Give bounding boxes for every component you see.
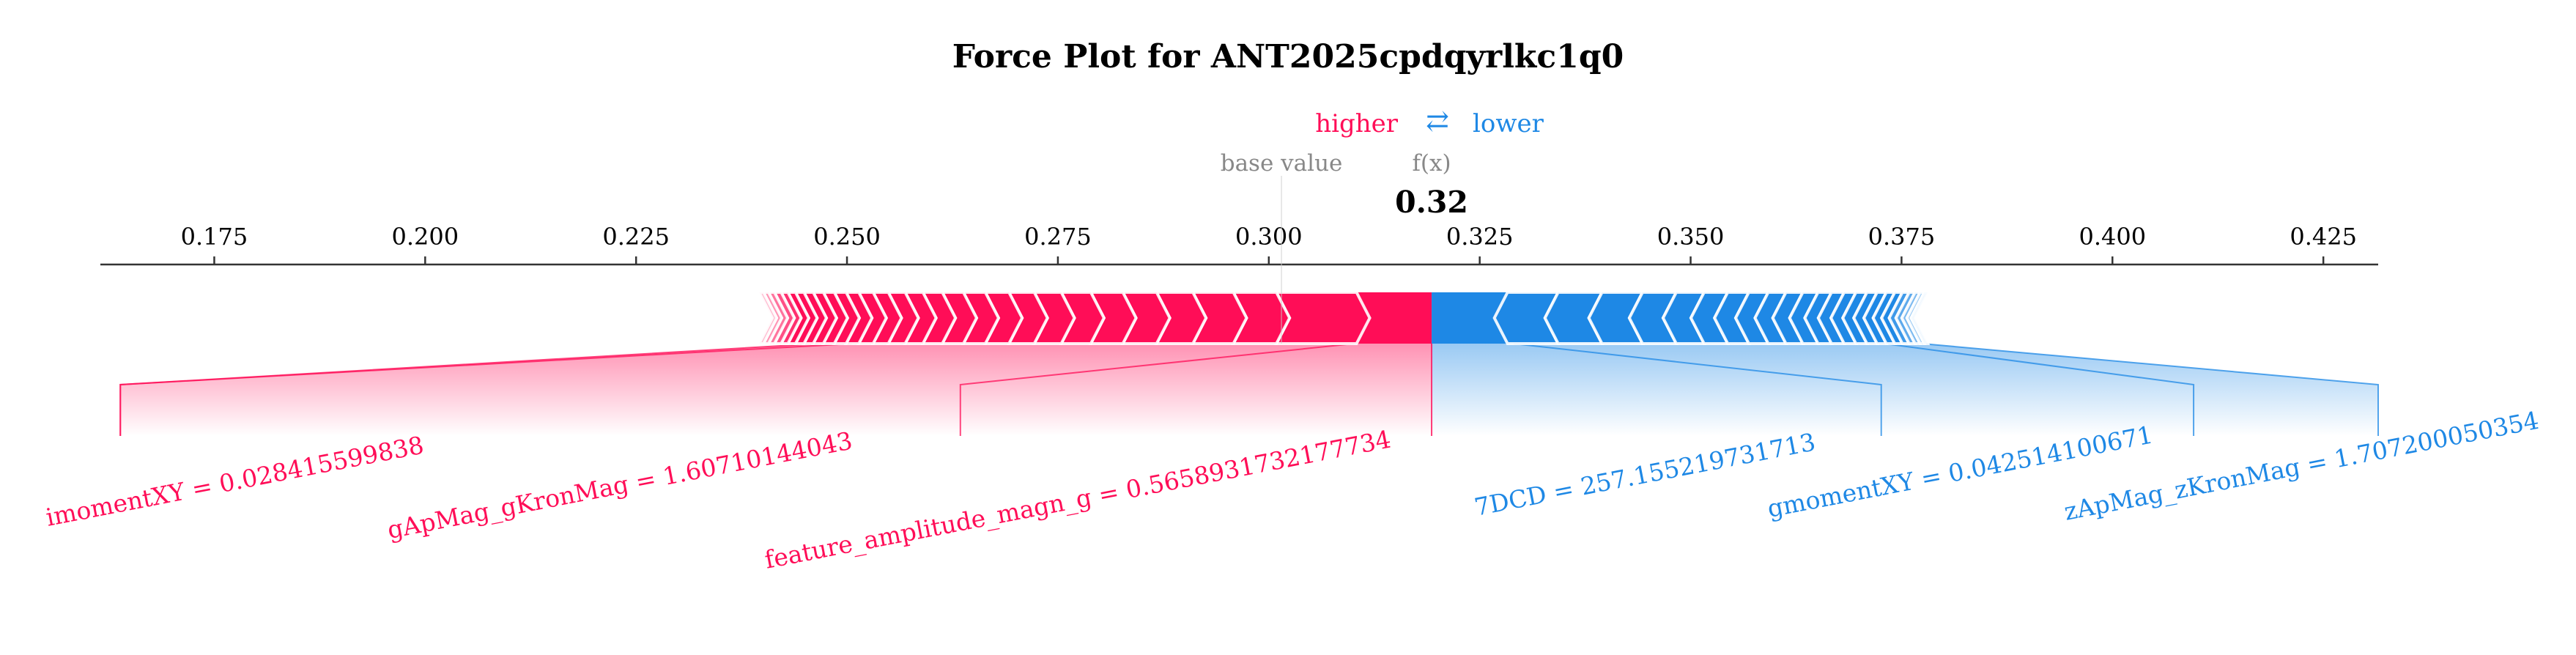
negative-feature-label: 7DCD = 257.155219731713 (1472, 427, 1818, 522)
legend-lower: lower (1473, 109, 1544, 138)
positive-feature-label: imomentXY = 0.028415599838 (43, 431, 426, 532)
connector-wedge (960, 344, 1432, 436)
base-value-label: base value (1221, 150, 1343, 177)
x-tick-label: 0.275 (1024, 223, 1092, 251)
negative-force-segment (1432, 292, 1508, 344)
x-tick-label: 0.325 (1446, 223, 1514, 251)
chart-title: Force Plot for ANT2025cpdqyrlkc1q0 (952, 38, 1624, 75)
positive-force-segment (757, 291, 779, 345)
x-tick-label: 0.175 (181, 223, 248, 251)
connector-line (119, 343, 818, 436)
x-tick-label: 0.375 (1868, 223, 1936, 251)
output-value: 0.32 (1395, 185, 1468, 220)
x-tick-label: 0.225 (602, 223, 670, 251)
x-tick-label: 0.200 (392, 223, 459, 251)
negative-force-segment (1909, 291, 1931, 345)
positive-force-segment (1356, 292, 1432, 344)
x-tick-label: 0.400 (2079, 223, 2146, 251)
connector-wedge (120, 344, 1355, 436)
connector-wedge (1884, 344, 2378, 436)
x-tick-label: 0.250 (813, 223, 881, 251)
positive-feature-label: feature_amplitude_magn_g = 0.56589317321… (762, 425, 1393, 575)
x-tick-label: 0.300 (1235, 223, 1303, 251)
x-axis-ticks: 0.175 0.200 0.225 0.250 0.275 0.300 0.325 0.350… (181, 223, 2357, 264)
x-tick-label: 0.425 (2290, 223, 2357, 251)
positive-feature-label: gApMag_gKronMag = 1.60710144043 (385, 426, 854, 545)
force-bars (757, 176, 1931, 345)
fx-label: f(x) (1412, 150, 1451, 177)
legend-arrows-icon: ⇄ (1426, 105, 1449, 137)
connector-line (1921, 343, 2379, 436)
connector-wedges (119, 343, 2379, 436)
legend-higher: higher (1315, 109, 1399, 138)
x-tick-label: 0.350 (1657, 223, 1725, 251)
connector-wedge (1513, 344, 2194, 436)
connector-wedge (1432, 344, 1881, 436)
